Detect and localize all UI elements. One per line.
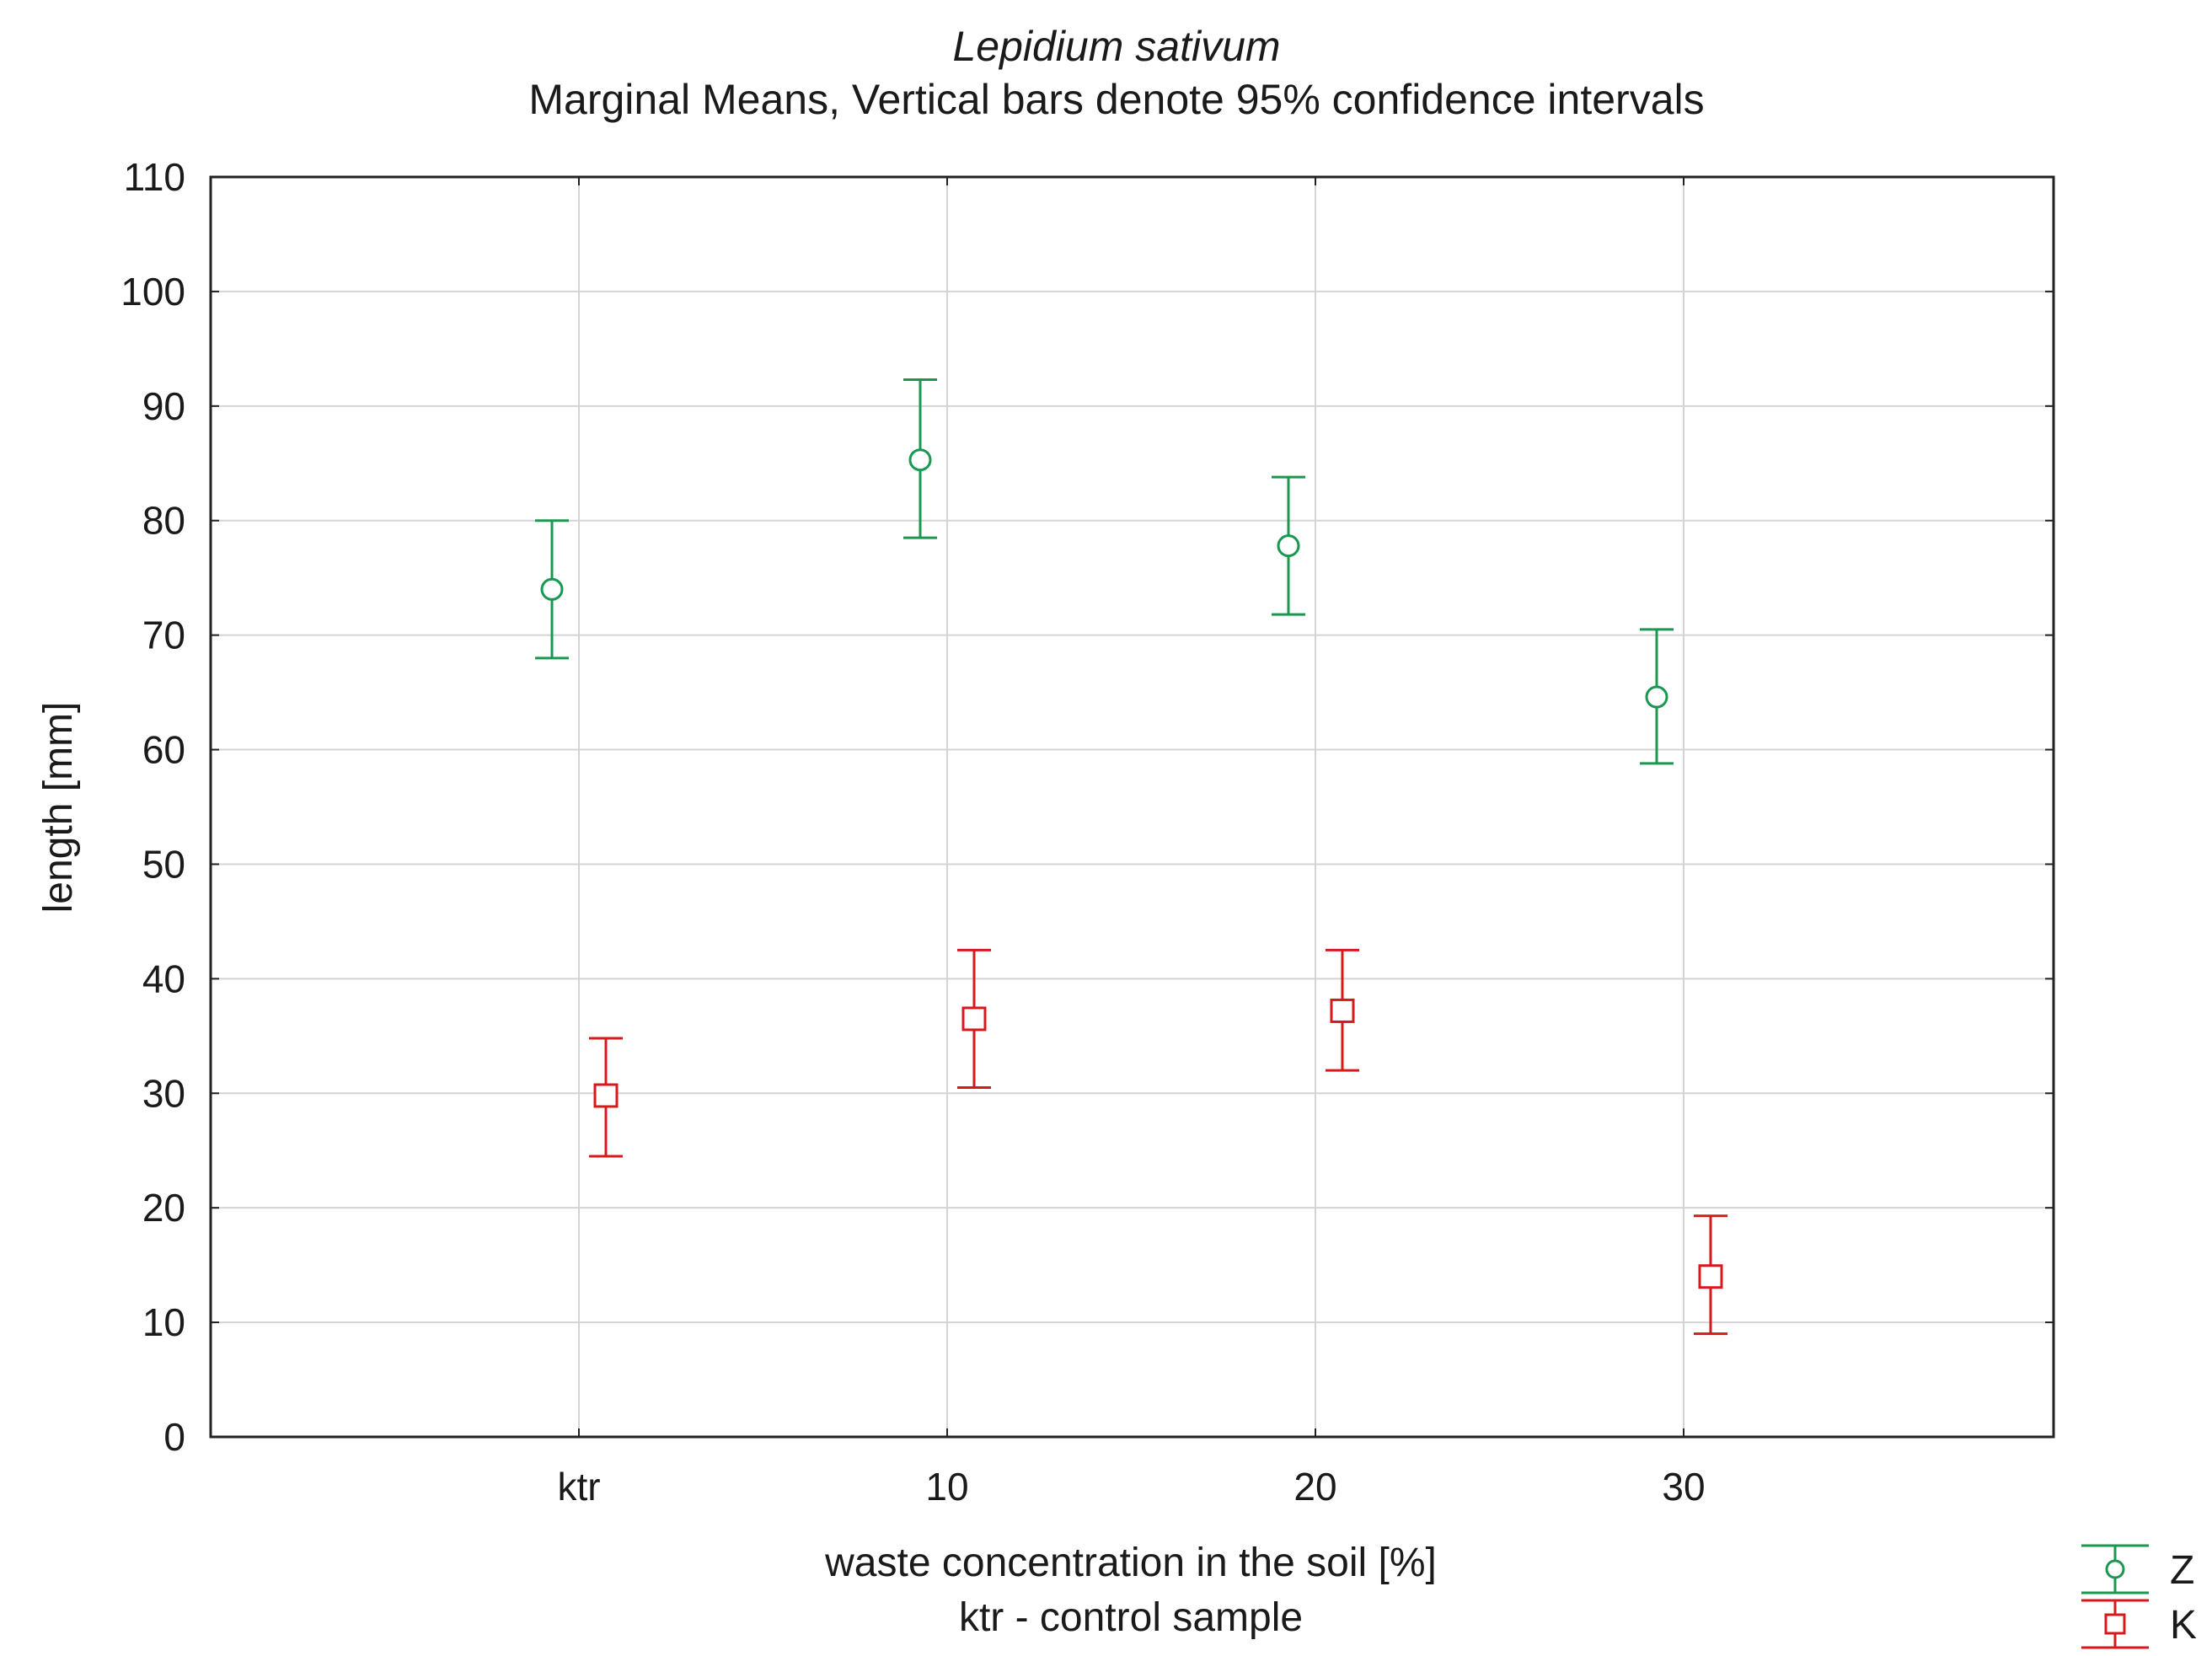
x-axis: ktr 10 20 30 bbox=[557, 177, 1706, 1509]
point-Z bbox=[1645, 685, 1668, 709]
plot-area bbox=[209, 175, 2055, 1439]
y-tick-label: 60 bbox=[142, 728, 185, 772]
chart-title: Lepidium sativum bbox=[952, 23, 1280, 70]
y-tick-label: 20 bbox=[142, 1186, 185, 1230]
chart-subtitle: Marginal Means, Vertical bars denote 95%… bbox=[528, 76, 1704, 123]
point-K bbox=[1698, 1264, 1723, 1289]
x-tick-label: ktr bbox=[557, 1465, 600, 1509]
y-tick-label: 0 bbox=[163, 1415, 185, 1459]
legend-label-K: K bbox=[2170, 1603, 2197, 1648]
y-tick-label: 70 bbox=[142, 614, 185, 657]
x-tick-label: 20 bbox=[1293, 1465, 1336, 1509]
legend: ZK bbox=[2081, 1544, 2197, 1649]
point-Z bbox=[540, 577, 564, 601]
point-Z bbox=[1277, 534, 1300, 558]
legend-marker-Z bbox=[2105, 1559, 2125, 1579]
y-tick-label: 50 bbox=[142, 842, 185, 886]
x-axis-note: ktr - control sample bbox=[959, 1595, 1303, 1640]
data-marks bbox=[535, 378, 1727, 1336]
grid-lines bbox=[211, 177, 2054, 1437]
y-tick-label: 40 bbox=[142, 957, 185, 1000]
x-tick-label: 30 bbox=[1662, 1465, 1705, 1509]
y-axis: 0 10 20 30 40 50 60 70 80 90 100 110 bbox=[121, 155, 2054, 1459]
point-Z bbox=[908, 448, 932, 472]
y-tick-label: 100 bbox=[121, 270, 185, 314]
point-K bbox=[1330, 998, 1355, 1023]
legend-label-Z: Z bbox=[2170, 1548, 2194, 1593]
x-tick-label: 10 bbox=[925, 1465, 968, 1509]
y-tick-label: 110 bbox=[124, 155, 185, 199]
y-tick-label: 10 bbox=[142, 1300, 185, 1344]
y-tick-label: 90 bbox=[142, 384, 185, 428]
y-tick-label: 30 bbox=[142, 1071, 185, 1115]
y-tick-label: 80 bbox=[142, 499, 185, 543]
point-K bbox=[961, 1006, 987, 1032]
point-K bbox=[593, 1083, 619, 1108]
legend-marker-K bbox=[2104, 1613, 2126, 1635]
x-axis-label: waste concentration in the soil [%] bbox=[824, 1541, 1437, 1585]
y-axis-label: length [mm] bbox=[36, 702, 81, 914]
